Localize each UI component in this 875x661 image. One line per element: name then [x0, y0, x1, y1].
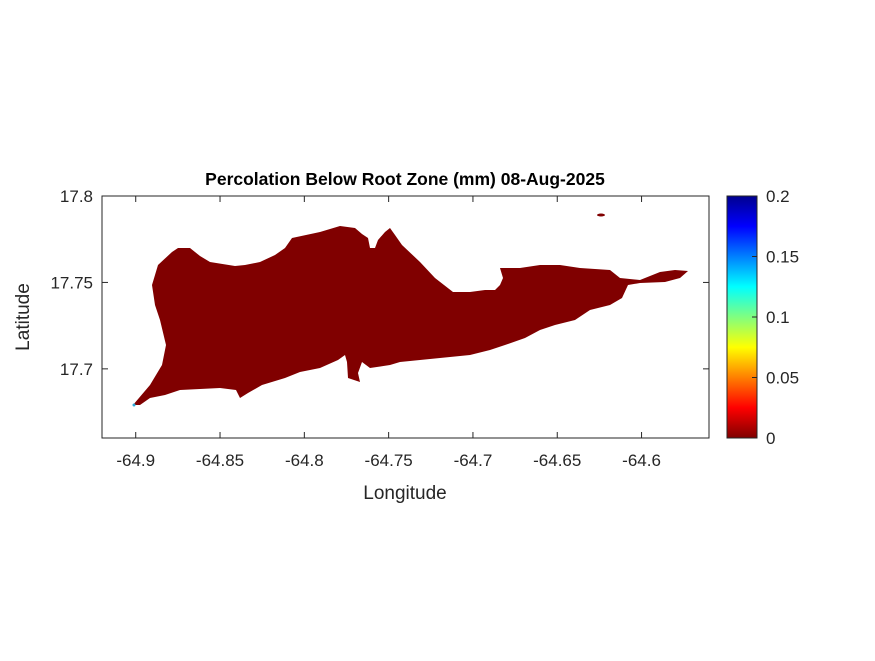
- coastal-cell: [132, 403, 136, 407]
- y-axis-label: Latitude: [13, 283, 34, 351]
- y-tick-label: 17.75: [50, 273, 93, 292]
- x-tick-label: -64.85: [196, 451, 244, 470]
- x-axis-label: Longitude: [363, 483, 446, 504]
- islet-field: [597, 213, 605, 217]
- island-field: [133, 226, 688, 405]
- x-tick-label: -64.7: [454, 451, 493, 470]
- colorbar-tick-label: 0.2: [766, 187, 790, 206]
- x-tick-label: -64.9: [116, 451, 155, 470]
- map-plot-area: [101, 195, 710, 439]
- chart-title: Percolation Below Root Zone (mm) 08-Aug-…: [205, 169, 605, 189]
- y-tick-label: 17.7: [60, 360, 93, 379]
- y-tick-label: 17.8: [60, 187, 93, 206]
- x-tick-label: -64.8: [285, 451, 324, 470]
- colorbar-ticks: 0 0.05 0.1 0.15 0.2: [752, 187, 799, 448]
- colorbar-tick-label: 0.05: [766, 369, 799, 388]
- x-tick-label: -64.65: [533, 451, 581, 470]
- y-axis-ticks: 17.7 17.75 17.8: [50, 187, 709, 379]
- axes-box: [101, 195, 710, 439]
- colorbar-tick-label: 0: [766, 429, 775, 448]
- colorbar-tick-label: 0.15: [766, 248, 799, 267]
- colorbar-tick-label: 0.1: [766, 308, 790, 327]
- x-tick-label: -64.75: [365, 451, 413, 470]
- x-tick-label: -64.6: [622, 451, 661, 470]
- x-axis-ticks: -64.9 -64.85 -64.8 -64.75 -64.7 -64.65 -64.6: [116, 196, 661, 470]
